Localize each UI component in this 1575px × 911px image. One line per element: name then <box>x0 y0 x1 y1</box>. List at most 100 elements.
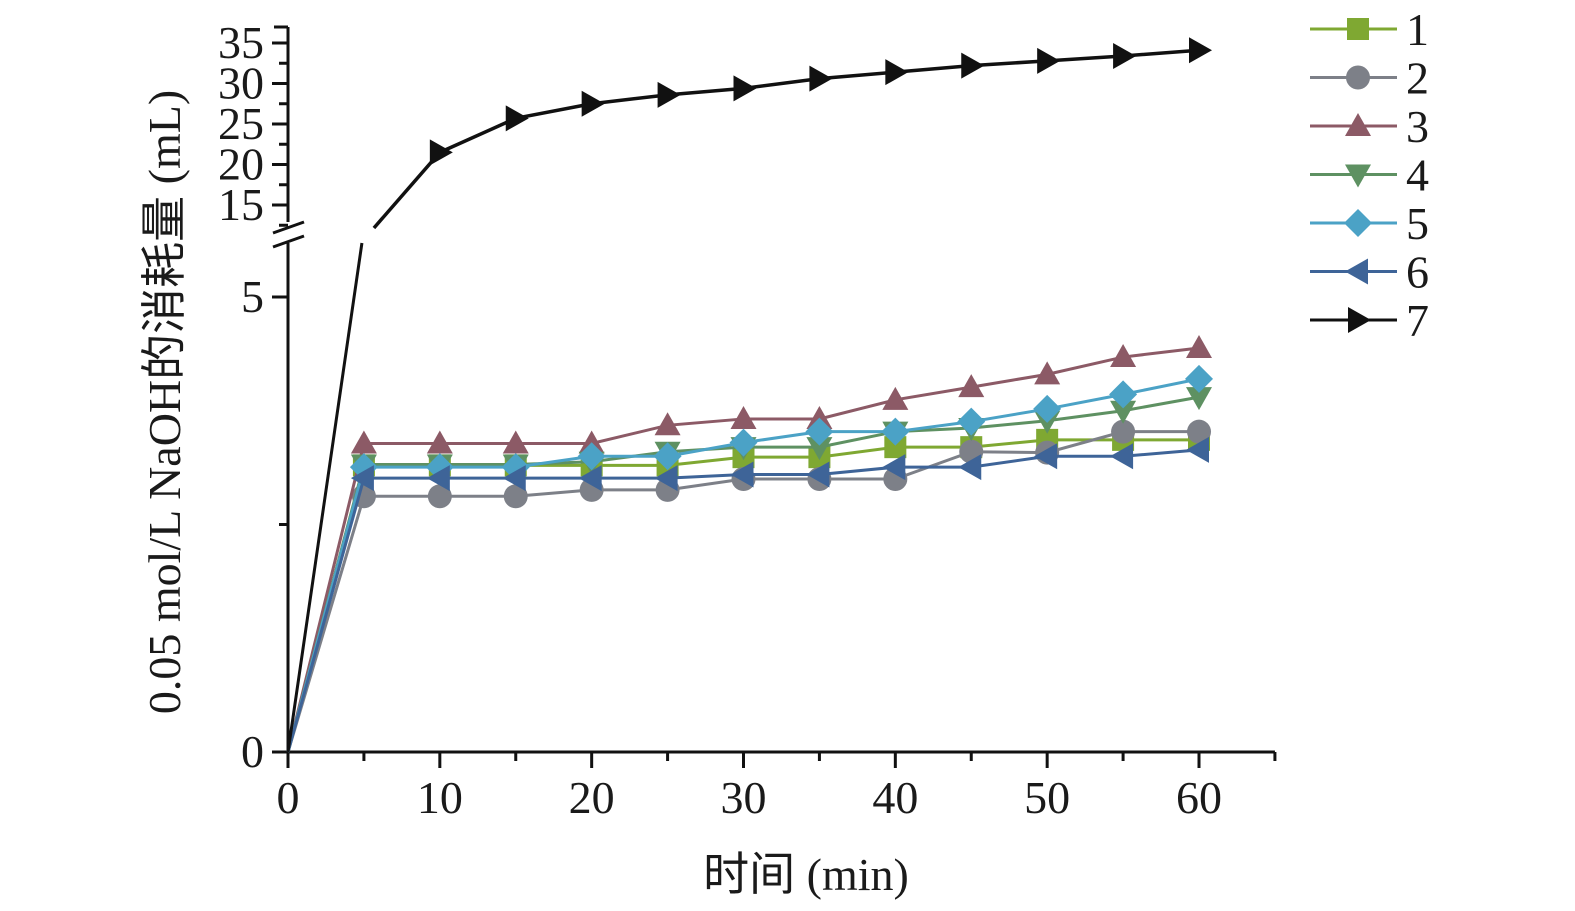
data-point <box>1113 42 1137 69</box>
data-point <box>882 454 906 481</box>
legend-marker <box>1344 209 1372 237</box>
data-point <box>1186 436 1209 463</box>
legend-marker <box>1345 113 1371 136</box>
data-point <box>958 454 982 481</box>
data-point <box>1033 394 1062 423</box>
data-point <box>1187 419 1211 444</box>
y-tick-label: 30 <box>218 58 264 109</box>
data-point <box>1110 344 1137 368</box>
data-point <box>806 437 833 461</box>
x-tick-label: 20 <box>569 772 615 823</box>
data-point <box>1186 387 1212 411</box>
data-point <box>502 430 529 454</box>
data-point <box>653 442 682 471</box>
legend-label: 1 <box>1406 4 1429 55</box>
legend-label: 5 <box>1406 198 1429 249</box>
data-point <box>1186 334 1212 358</box>
data-point <box>1037 47 1061 74</box>
data-point <box>350 430 377 454</box>
data-point <box>730 461 754 488</box>
data-point <box>730 405 757 429</box>
data-point <box>1110 443 1134 470</box>
y-tick-label: 15 <box>218 179 264 230</box>
data-point <box>578 465 602 492</box>
data-point <box>957 407 986 436</box>
legend-marker <box>1345 164 1371 188</box>
x-tick-label: 10 <box>417 772 463 823</box>
series-7 <box>286 37 1212 753</box>
data-point <box>426 465 450 492</box>
data-point <box>654 465 678 492</box>
legend-item-4: 4 <box>1310 150 1429 201</box>
data-point <box>505 105 529 132</box>
legend-marker <box>1348 307 1371 333</box>
legend-label: 2 <box>1406 53 1429 104</box>
y-tick-label: 25 <box>218 98 264 149</box>
data-point <box>884 436 907 459</box>
series-line <box>372 48 1200 230</box>
legend-marker <box>1346 65 1370 90</box>
legend-label: 4 <box>1406 150 1429 201</box>
data-point <box>733 75 757 102</box>
y-tick-label: 0 <box>241 726 264 777</box>
series-3 <box>286 334 1212 753</box>
legend-label: 3 <box>1406 101 1429 152</box>
axis-break-mark <box>272 220 305 235</box>
data-point <box>958 374 985 398</box>
data-point <box>885 59 909 86</box>
data-point <box>1110 400 1137 424</box>
data-point <box>350 465 374 492</box>
x-tick-label: 50 <box>1024 772 1070 823</box>
legend-item-7: 7 <box>1310 295 1429 346</box>
x-tick-label: 60 <box>1176 772 1222 823</box>
data-point <box>806 461 830 488</box>
data-point <box>1109 380 1138 409</box>
series-line-segment <box>286 242 364 753</box>
data-point <box>429 139 453 166</box>
data-point <box>578 430 605 454</box>
axis-break-mark <box>272 234 305 249</box>
data-point <box>426 430 453 454</box>
data-point <box>427 484 452 509</box>
data-point <box>1034 361 1061 385</box>
data-point <box>1189 37 1212 64</box>
data-point <box>654 412 681 436</box>
legend-marker <box>1347 18 1369 40</box>
legend-item-6: 6 <box>1310 247 1429 298</box>
y-axis-title: 0.05 mol/L NaOH的消耗量 (mL) <box>139 90 190 714</box>
series-6 <box>286 436 1209 753</box>
data-point <box>805 417 834 446</box>
data-point <box>729 428 758 457</box>
data-point <box>882 386 909 410</box>
legend-item-2: 2 <box>1310 53 1429 104</box>
data-point <box>881 417 910 446</box>
data-point <box>1185 364 1213 393</box>
data-point <box>577 442 606 471</box>
legend-marker <box>1345 258 1368 285</box>
x-tick-label: 40 <box>872 772 918 823</box>
data-point <box>1034 443 1058 470</box>
x-tick-label: 30 <box>721 772 767 823</box>
y-tick-label: 20 <box>218 139 264 190</box>
legend-label: 7 <box>1406 295 1429 346</box>
legend-item-3: 3 <box>1310 101 1429 152</box>
series-layer <box>286 37 1213 753</box>
data-point <box>657 81 681 108</box>
data-point <box>503 484 528 509</box>
data-point <box>581 90 605 117</box>
legend-item-1: 1 <box>1310 4 1429 55</box>
data-point <box>961 52 985 79</box>
y-tick-label: 35 <box>218 17 264 68</box>
legend-label: 6 <box>1406 247 1429 298</box>
data-point <box>806 405 833 429</box>
data-point <box>1111 419 1136 444</box>
data-point <box>809 65 833 92</box>
x-tick-label: 0 <box>277 772 300 823</box>
x-axis-title: 时间 (min) <box>703 849 909 900</box>
data-point <box>502 465 526 492</box>
legend-item-5: 5 <box>1310 198 1429 249</box>
y-tick-label: 5 <box>241 271 264 322</box>
